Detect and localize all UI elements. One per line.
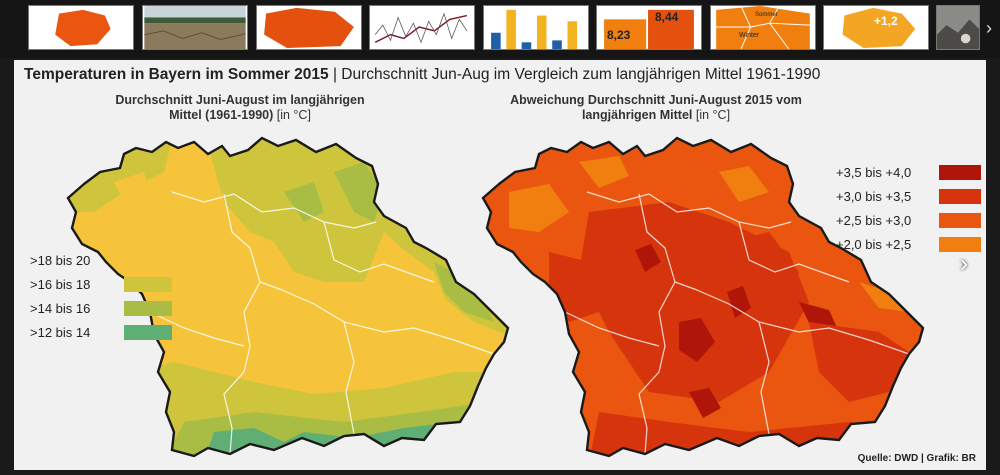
right-deviation-map (481, 136, 925, 458)
thumb-dry-field[interactable] (142, 5, 248, 50)
legend-swatch (939, 164, 981, 180)
legend-item: +2,0 bis +2,5 (836, 232, 981, 256)
thumb-value-a: 8,44 (655, 10, 679, 24)
legend-item: >12 bis 14 (30, 320, 172, 344)
right-map-legend: +3,5 bis +4,0 +3,0 bis +3,5 +2,5 bis +3,… (836, 160, 981, 256)
legend-swatch (124, 252, 172, 268)
thumb-map-value-label: +1,2 (874, 14, 898, 28)
left-temperature-map (66, 136, 510, 458)
page-title: Temperaturen in Bayern im Sommer 2015 | … (24, 66, 821, 83)
legend-swatch (124, 276, 172, 292)
legend-swatch (939, 212, 981, 228)
legend-item: +3,5 bis +4,0 (836, 160, 981, 184)
legend-swatch (939, 236, 981, 252)
thumb-season-summer: Sommer (755, 12, 778, 18)
thumb-bar-chart[interactable] (483, 5, 589, 50)
legend-swatch (124, 300, 172, 316)
legend-swatch (124, 324, 172, 340)
infographic-panel: Temperaturen in Bayern im Sommer 2015 | … (14, 60, 986, 470)
left-map-legend: >18 bis 20 >16 bis 18 >14 bis 16 >12 bis… (30, 248, 172, 344)
thumb-value-boxes[interactable]: 8,44 8,23 (596, 5, 702, 50)
thumb-seasons[interactable]: Winter Sommer (710, 5, 816, 50)
thumbnail-strip: 8,44 8,23 Winter Sommer +1,2 › (0, 0, 1000, 58)
thumb-map-orange[interactable] (28, 5, 134, 50)
next-slide-arrow-icon[interactable]: › (960, 250, 968, 277)
right-map-title: Abweichung Durchschnitt Juni-August 2015… (510, 93, 802, 122)
legend-item: >18 bis 20 (30, 248, 172, 272)
legend-item: +2,5 bis +3,0 (836, 208, 981, 232)
thumb-value-b: 8,23 (607, 28, 631, 42)
legend-swatch (939, 188, 981, 204)
legend-item: >16 bis 18 (30, 272, 172, 296)
thumb-map-value[interactable]: +1,2 (823, 5, 929, 50)
source-credit: Quelle: DWD | Grafik: BR (857, 453, 976, 464)
strip-next-arrow-icon[interactable]: › (986, 18, 992, 38)
thumb-photo[interactable] (936, 5, 980, 50)
thumb-map-red[interactable] (256, 5, 362, 50)
left-map-title: Durchschnitt Juni-August im langjährigen… (115, 93, 365, 122)
legend-item: >14 bis 16 (30, 296, 172, 320)
legend-item: +3,0 bis +3,5 (836, 184, 981, 208)
thumb-season-winter: Winter (739, 32, 760, 39)
thumb-line-chart[interactable] (369, 5, 475, 50)
